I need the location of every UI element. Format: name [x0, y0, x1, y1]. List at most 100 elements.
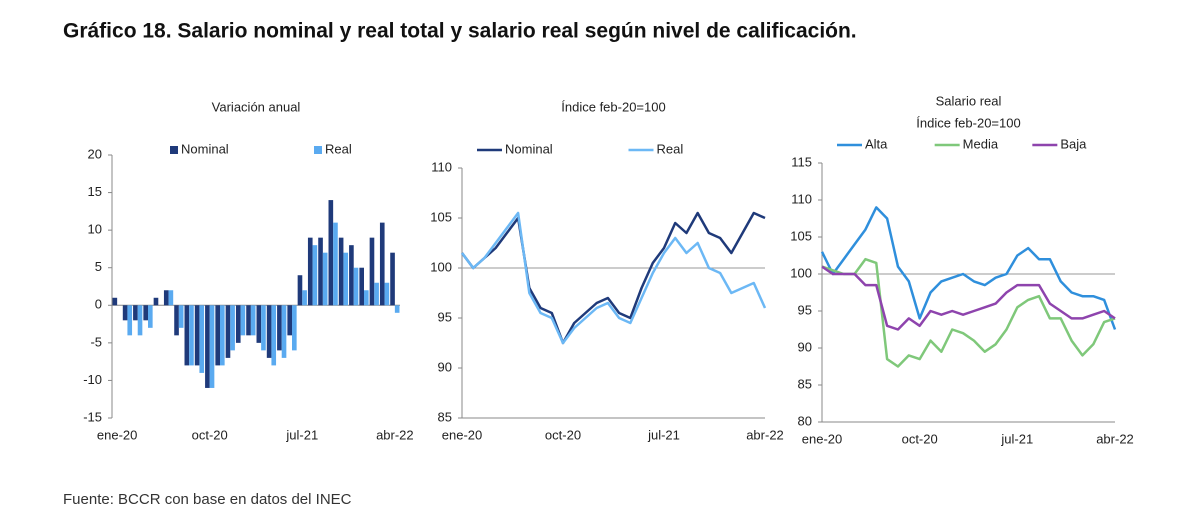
- y-tick-label: 90: [438, 359, 452, 374]
- legend-label: Real: [657, 141, 684, 156]
- bar: [261, 305, 266, 351]
- bar: [256, 305, 262, 343]
- chart-title: Variación anual: [212, 99, 301, 114]
- x-tick-label: oct-20: [902, 431, 938, 446]
- legend-label: Alta: [865, 136, 888, 151]
- y-tick-label: 100: [430, 259, 452, 274]
- line-series: [820, 206, 1117, 330]
- chart-title: Índice feb-20=100: [561, 99, 665, 114]
- bar: [163, 290, 169, 306]
- bar: [297, 275, 303, 306]
- bar: [112, 297, 118, 306]
- x-tick-label: jul-21: [647, 427, 680, 442]
- bar: [328, 200, 334, 306]
- x-tick-label: ene-20: [97, 427, 137, 442]
- bar: [271, 305, 277, 366]
- bar: [379, 222, 385, 306]
- bar: [127, 305, 133, 336]
- bar: [225, 305, 231, 358]
- line-series: [821, 257, 1116, 368]
- bar: [277, 305, 282, 351]
- y-tick-label: 5: [95, 259, 102, 274]
- x-tick-label: abr-22: [376, 427, 414, 442]
- y-tick-label: -15: [83, 409, 102, 424]
- x-tick-label: jul-21: [1000, 431, 1033, 446]
- source-note: Fuente: BCCR con base en datos del INEC: [63, 491, 352, 508]
- bar: [235, 305, 241, 343]
- bar: [353, 267, 359, 306]
- legend-label: Baja: [1060, 136, 1087, 151]
- bar: [343, 252, 349, 306]
- bar: [359, 267, 364, 306]
- bar: [394, 305, 400, 313]
- y-tick-label: 100: [790, 265, 812, 280]
- bar: [292, 305, 297, 351]
- x-tick-label: ene-20: [802, 431, 842, 446]
- bar: [312, 245, 318, 306]
- y-tick-label: 115: [791, 154, 812, 169]
- y-tick-label: 105: [430, 209, 452, 224]
- chart-subtitle: Índice feb-20=100: [916, 115, 1020, 130]
- bar: [302, 290, 307, 306]
- y-tick-label: 110: [431, 159, 452, 174]
- bar: [133, 305, 138, 321]
- bar: [338, 237, 344, 306]
- bar: [349, 245, 354, 306]
- bar: [364, 290, 369, 306]
- legend-label: Nominal: [181, 141, 229, 156]
- bar: [281, 305, 287, 358]
- y-tick-label: 20: [88, 146, 102, 161]
- figure-title: Gráfico 18. Salario nominal y real total…: [63, 20, 857, 43]
- bar: [209, 305, 215, 388]
- y-tick-label: 95: [798, 302, 812, 317]
- x-tick-label: jul-21: [285, 427, 318, 442]
- bar: [153, 297, 159, 306]
- chart-title: Salario real: [936, 93, 1002, 108]
- bar: [333, 222, 338, 306]
- y-tick-label: 15: [88, 184, 102, 199]
- bar: [322, 252, 328, 306]
- bar: [194, 305, 200, 366]
- bar: [230, 305, 235, 351]
- bar: [205, 305, 210, 388]
- y-tick-label: 85: [798, 376, 812, 391]
- bar: [122, 305, 128, 321]
- y-tick-label: -5: [90, 334, 102, 349]
- x-tick-label: abr-22: [1096, 431, 1134, 446]
- bar: [369, 237, 375, 306]
- y-tick-label: 85: [438, 409, 452, 424]
- y-tick-label: 95: [438, 309, 452, 324]
- bar: [168, 290, 174, 306]
- bar: [374, 282, 379, 306]
- legend-swatch: [314, 146, 322, 154]
- y-tick-label: 80: [798, 413, 812, 428]
- line-series: [821, 265, 1116, 331]
- y-tick-label: 90: [798, 339, 812, 354]
- y-tick-label: 10: [88, 222, 102, 237]
- bar: [266, 305, 272, 358]
- y-tick-label: 110: [791, 191, 812, 206]
- legend-label: Real: [325, 141, 352, 156]
- x-tick-label: abr-22: [746, 427, 784, 442]
- bar: [189, 305, 194, 366]
- bar: [390, 252, 395, 306]
- line-series: [460, 211, 767, 345]
- bar: [250, 305, 256, 336]
- bar: [240, 305, 246, 336]
- bar: [148, 305, 153, 328]
- y-tick-label: -10: [83, 372, 102, 387]
- bar: [184, 305, 190, 366]
- bar: [178, 305, 184, 328]
- bar: [137, 305, 143, 336]
- x-tick-label: oct-20: [545, 427, 581, 442]
- bar: [174, 305, 179, 336]
- bar: [215, 305, 220, 366]
- bar: [287, 305, 292, 336]
- legend-swatch: [170, 146, 178, 154]
- y-tick-label: 0: [95, 297, 102, 312]
- legend-label: Media: [963, 136, 999, 151]
- bar: [143, 305, 148, 321]
- y-tick-label: 105: [790, 228, 812, 243]
- bar: [220, 305, 225, 366]
